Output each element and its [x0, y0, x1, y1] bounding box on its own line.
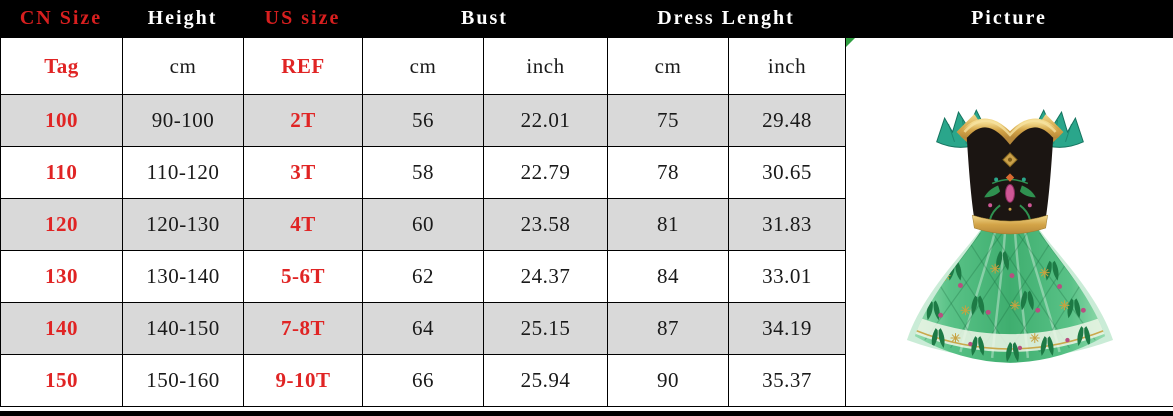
cell-us-size: 5-6T: [243, 250, 363, 303]
cell-us-size: 2T: [243, 94, 363, 147]
subheader-height-unit: cm: [122, 37, 244, 95]
cell-bust-cm: 60: [362, 198, 484, 251]
cell-us-size: 9-10T: [243, 354, 363, 407]
header-height: Height: [147, 7, 218, 29]
cell-cn-size: 140: [0, 302, 123, 355]
cell-cn-size: 130: [0, 250, 123, 303]
header-bust: Bust: [461, 7, 508, 29]
cell-height: 150-160: [122, 354, 244, 407]
cell-bust-inch: 22.79: [483, 146, 608, 199]
header-dress-length: Dress Lenght: [657, 7, 795, 29]
subheader-tag: Tag: [0, 37, 123, 95]
cell-height: 130-140: [122, 250, 244, 303]
subheader-dress-cm: cm: [607, 37, 729, 95]
cell-us-size: 4T: [243, 198, 363, 251]
bottom-border-bar: [0, 411, 1173, 416]
product-dress-image: [901, 102, 1119, 374]
table-row: 140 140-150 7-8T 64 25.15 87 34.19: [0, 302, 1173, 355]
cell-bust-inch: 22.01: [483, 94, 608, 147]
cell-height: 90-100: [122, 94, 244, 147]
cell-bust-inch: 25.15: [483, 302, 608, 355]
table-header-bar: CN Size Height US size Bust Dress Lenght…: [0, 0, 1173, 37]
cell-cn-size: 110: [0, 146, 123, 199]
cell-height: 140-150: [122, 302, 244, 355]
picture-cell: [845, 37, 1173, 407]
subheader-dress-inch: inch: [728, 37, 846, 95]
cell-dress-inch: 31.83: [728, 198, 846, 251]
cell-height: 120-130: [122, 198, 244, 251]
cell-bust-inch: 23.58: [483, 198, 608, 251]
cell-cn-size: 100: [0, 94, 123, 147]
cell-bust-cm: 66: [362, 354, 484, 407]
subheader-bust-inch: inch: [483, 37, 608, 95]
subheader-bust-cm: cm: [362, 37, 484, 95]
table-row: 130 130-140 5-6T 62 24.37 84 33.01: [0, 250, 1173, 303]
header-picture: Picture: [971, 7, 1047, 29]
cell-bust-inch: 25.94: [483, 354, 608, 407]
table-row: 150 150-160 9-10T 66 25.94 90 35.37: [0, 354, 1173, 407]
cell-dress-inch: 35.37: [728, 354, 846, 407]
cell-dress-inch: 34.19: [728, 302, 846, 355]
cell-dress-cm: 75: [607, 94, 729, 147]
cell-us-size: 3T: [243, 146, 363, 199]
cell-bust-cm: 64: [362, 302, 484, 355]
size-chart-table: Tag cm REF cm inch cm inch: [0, 37, 1173, 407]
cell-dress-cm: 78: [607, 146, 729, 199]
header-us-size: US size: [264, 7, 341, 29]
header-cn-size: CN Size: [19, 7, 103, 29]
cell-bust-cm: 58: [362, 146, 484, 199]
cell-us-size: 7-8T: [243, 302, 363, 355]
cell-dress-inch: 30.65: [728, 146, 846, 199]
cell-dress-cm: 87: [607, 302, 729, 355]
green-triangle-marker-icon: [846, 38, 855, 47]
cell-dress-cm: 81: [607, 198, 729, 251]
cell-bust-inch: 24.37: [483, 250, 608, 303]
cell-dress-inch: 33.01: [728, 250, 846, 303]
cell-dress-inch: 29.48: [728, 94, 846, 147]
subheader-row: Tag cm REF cm inch cm inch: [0, 37, 1173, 407]
cell-cn-size: 120: [0, 198, 123, 251]
cell-bust-cm: 56: [362, 94, 484, 147]
cell-dress-cm: 84: [607, 250, 729, 303]
cell-height: 110-120: [122, 146, 244, 199]
subheader-ref: REF: [243, 37, 363, 95]
cell-dress-cm: 90: [607, 354, 729, 407]
table-row: 100 90-100 2T 56 22.01 75 29.48: [0, 94, 1173, 147]
cell-bust-cm: 62: [362, 250, 484, 303]
dress-illustration: [906, 108, 1113, 363]
cell-cn-size: 150: [0, 354, 123, 407]
